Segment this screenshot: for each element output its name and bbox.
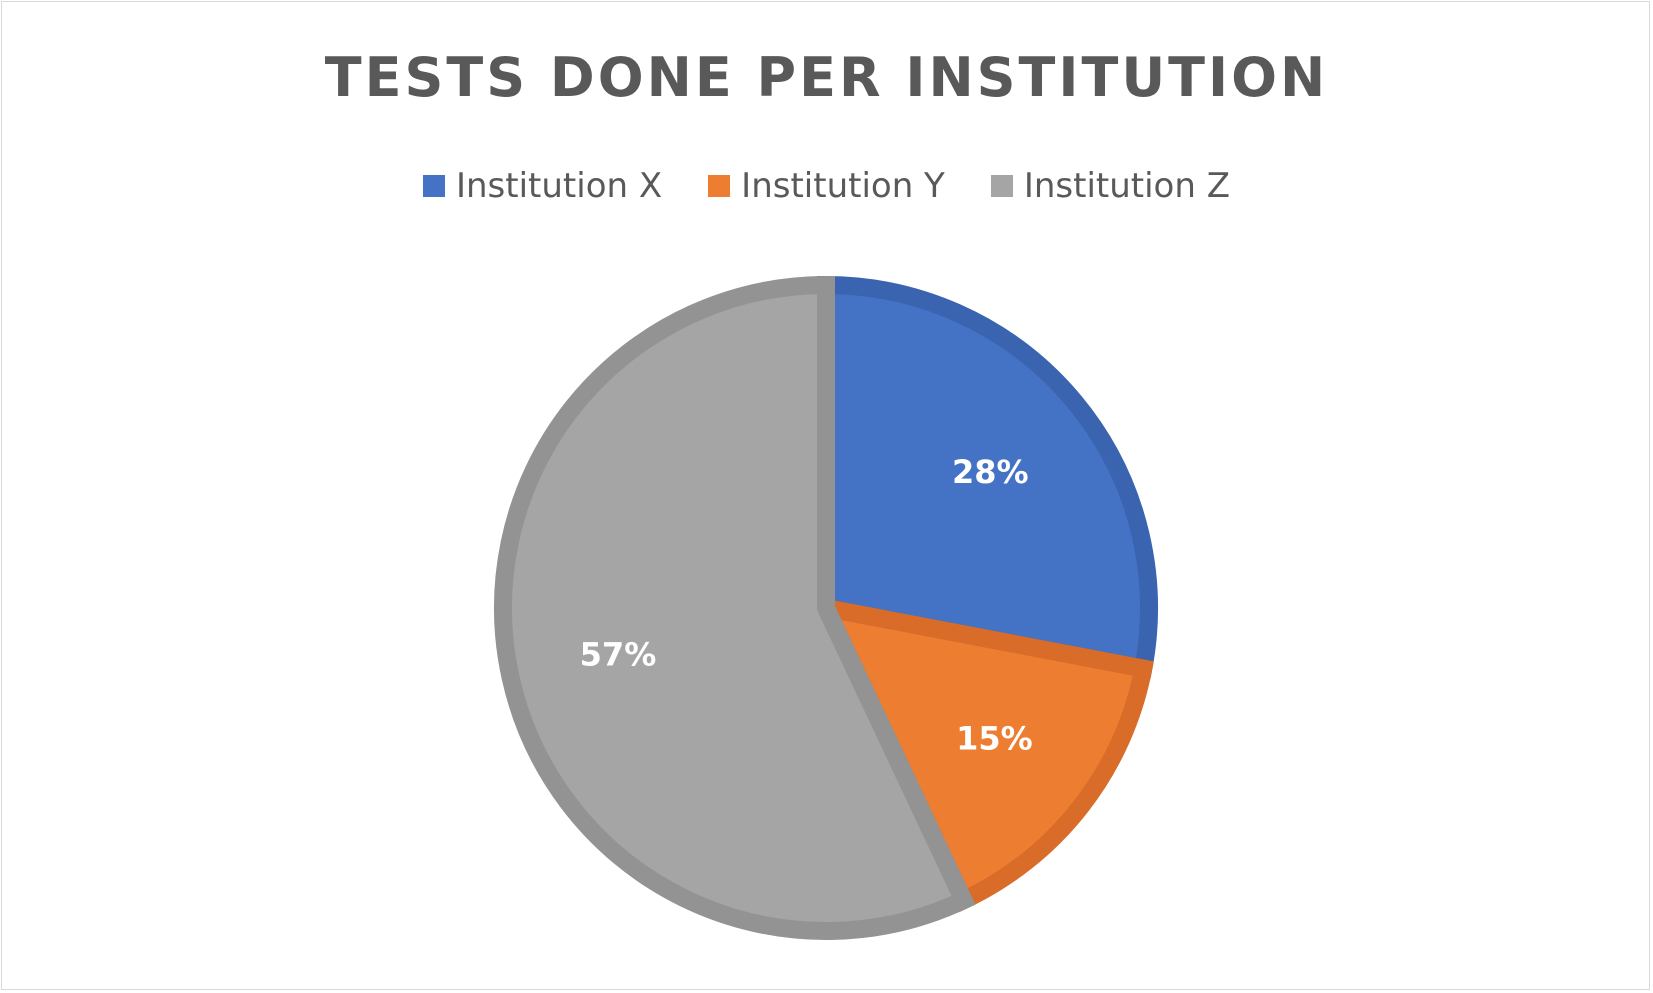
legend-item-institution-y[interactable]: Institution Y	[708, 162, 945, 210]
legend-item-institution-z[interactable]: Institution Z	[990, 162, 1231, 210]
legend-item-institution-x[interactable]: Institution X	[422, 162, 663, 210]
data-label-institution-x: 28%	[952, 453, 1029, 491]
legend-swatch-institution-x	[422, 175, 445, 197]
legend-label-institution-y: Institution Y	[741, 166, 945, 206]
legend-swatch-institution-y	[708, 175, 731, 197]
legend-swatch-institution-z	[990, 175, 1013, 197]
chart-legend: Institution X Institution Y Institution …	[0, 162, 1653, 210]
legend-label-institution-x: Institution X	[455, 166, 663, 206]
data-label-institution-z: 57%	[580, 636, 657, 674]
pie-slice-institution-x[interactable]	[817, 275, 1158, 680]
legend-label-institution-z: Institution Z	[1023, 166, 1231, 206]
pie-slice-institution-y[interactable]	[810, 595, 1154, 913]
chart-title: TESTS DONE PER INSTITUTION	[324, 46, 1329, 109]
data-label-institution-y: 15%	[956, 720, 1033, 758]
pie-slice-institution-z[interactable]	[494, 275, 976, 940]
